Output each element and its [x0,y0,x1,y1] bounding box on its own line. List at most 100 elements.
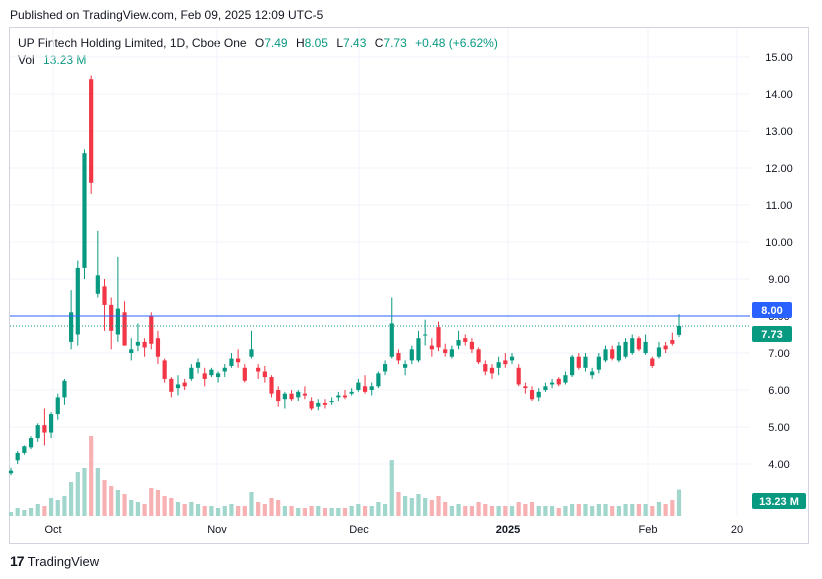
volume-bar [28,508,34,516]
candle-body [109,304,114,331]
volume-bar [509,506,515,516]
candle-body [215,373,221,378]
time-axis[interactable]: Oct Nov Dec 2025 Feb 20 [44,524,743,536]
candle-body [182,382,187,387]
candle-body [28,438,34,448]
candle-body [463,338,468,342]
volume-bar [155,490,161,516]
candle-body [469,341,475,350]
candle-body [596,356,601,370]
candle-body [209,369,214,376]
volume-bar [135,502,141,516]
candle-body [403,364,408,368]
candle-body [496,362,501,368]
volume-bar [169,498,174,516]
candle-body [302,393,308,396]
candle-body [262,371,267,378]
candle-body [636,338,642,350]
candle-body [162,360,167,379]
volume-bar [55,500,60,516]
volume-bar [423,498,428,516]
candle-body [576,356,581,368]
volume-bar [449,506,454,516]
candle-body [342,395,348,398]
candle-body [389,323,394,357]
volume-bar [563,506,568,516]
time-tick-label: 20 [731,524,743,536]
high-label: H [295,36,305,50]
volume-bar [336,508,341,516]
candle-body [503,360,508,365]
volume-bar [583,504,588,516]
price-tags: 8.00 7.73 13.23 M [752,302,806,509]
volume-bar [182,504,187,516]
symbol-name[interactable]: UP Fintech Holding Limited, 1D, Cboe One [18,36,247,50]
volume-bar [376,502,381,516]
candle-body [356,382,361,390]
candle-body [135,341,141,346]
candle-body [129,349,134,353]
candle-body [155,338,161,357]
volume-bar [189,502,194,516]
volume-bar [349,506,354,516]
candle-body [175,384,181,389]
volume-bar [463,506,468,516]
volume-bar [302,508,308,516]
candle-body [623,341,628,357]
volume-bar [676,489,682,516]
candle-body [630,338,635,353]
last-price-tag-bg [752,325,792,342]
volume-bar [195,504,201,516]
volume-bar [416,494,421,516]
candle-body [423,334,428,336]
time-tick-label: Dec [349,524,369,536]
candle-body [102,286,107,305]
candle-body [35,425,40,439]
candle-body [229,358,234,366]
candle-body [570,356,575,376]
candle-body [95,275,100,294]
candle-body [556,378,561,385]
price-axis[interactable]: 4.005.006.007.008.009.0010.0011.0012.001… [765,52,793,471]
candle-body [62,380,67,398]
volume-bar [289,506,294,516]
volume-bar [603,504,608,516]
footer-brand[interactable]: 17 TradingView [10,553,99,569]
candles [8,75,682,476]
candle-body [529,390,535,400]
candle-body [195,362,201,368]
brand-name: TradingView [27,553,100,569]
volume-bar [249,492,254,516]
chart-frame [9,27,809,544]
price-tick-label: 14.00 [765,89,793,101]
candle-body [382,364,388,372]
open-value: 7.49 [264,36,288,50]
change-value: +0.48 (+6.62%) [415,36,498,50]
volume-bar [590,506,595,516]
candle-body [409,349,414,361]
candle-body [8,470,14,474]
price-tick-label: 11.00 [766,200,793,212]
price-tick-label: 9.00 [768,274,789,286]
candle-body [483,364,488,372]
volume-bar [496,506,501,516]
candle-body [276,390,281,402]
volume-bar [630,504,635,516]
price-tick-label: 15.00 [765,52,793,64]
candle-body [509,356,515,361]
volume-bar [122,494,127,516]
candle-body [443,349,448,353]
candle-body [122,312,127,346]
chart-legend: UP Fintech Holding Limited, 1D, Cboe One… [18,35,498,69]
candle-body [115,308,120,335]
volume-bar [456,504,461,516]
volume-bar [396,492,401,516]
candle-body [169,378,174,392]
volume-bar [109,486,114,516]
candle-body [236,358,241,363]
volume-bar [616,506,621,516]
time-tick-label: 2025 [496,524,520,536]
volume-bar [262,504,267,516]
volume-bar [489,506,495,516]
